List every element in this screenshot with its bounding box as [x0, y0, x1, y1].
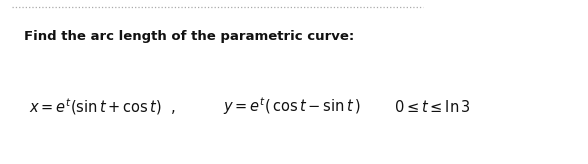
- Text: $x = e^{t}(\mathrm{sin}\, t + \mathrm{cos}\, t)$  ,: $x = e^{t}(\mathrm{sin}\, t + \mathrm{co…: [29, 96, 176, 117]
- Text: Find the arc length of the parametric curve:: Find the arc length of the parametric cu…: [24, 30, 354, 42]
- Text: $y = e^{t}(\, \mathrm{cos}\, t - \mathrm{sin}\, t\,)$: $y = e^{t}(\, \mathrm{cos}\, t - \mathrm…: [223, 96, 361, 117]
- Text: $0 \leq t \leq \ln 3$: $0 \leq t \leq \ln 3$: [394, 99, 470, 115]
